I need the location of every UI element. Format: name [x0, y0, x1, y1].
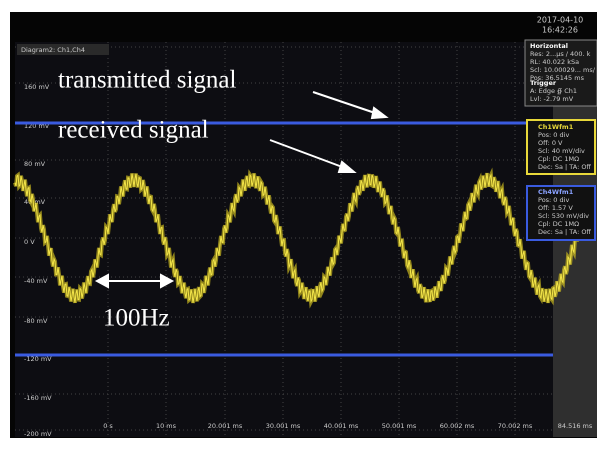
x-label: 60.002 ms [440, 422, 475, 430]
panel-line: Off: 1.57 V [538, 204, 573, 212]
y-label: -160 mV [24, 394, 52, 402]
panel-title: Horizontal [530, 42, 568, 50]
panel-line: Scl: 10.00029... ms/ [530, 66, 596, 74]
y-label: -80 mV [24, 317, 48, 325]
panel-line: Dec: Sa | TA: Off [538, 228, 591, 236]
diagram-label: Diagram2: Ch1,Ch4 [21, 46, 85, 54]
panel-line: A: Edge ∯ Ch1 [530, 87, 577, 95]
x-label: 0 s [103, 422, 113, 430]
annotation: 100Hz [103, 305, 170, 332]
x-label: 70.002 ms [498, 422, 533, 430]
panel-title: Trigger [530, 79, 557, 87]
panel-line: Lvl: -2.79 mV [530, 95, 574, 103]
x-label: 40.001 ms [324, 422, 359, 430]
panel-line: Pos: 0 div [538, 131, 569, 139]
panel-line: Scl: 40 mV/div [538, 147, 585, 155]
y-label: -200 mV [24, 430, 52, 438]
scope-screen: 200 mV160 mV120 mV80 mV40 mV0 V-40 mV-80… [0, 0, 597, 453]
panel-line: Off: 0 V [538, 139, 563, 147]
panel-title: Ch4Wfm1 [538, 188, 574, 196]
x-label: 30.001 ms [266, 422, 301, 430]
panel-line: Pos: 0 div [538, 196, 569, 204]
y-label: -40 mV [24, 277, 48, 285]
date: 2017-04-10 [537, 16, 584, 25]
annotation: received signal [58, 117, 209, 144]
x-label: 20.001 ms [208, 422, 243, 430]
panel-title: Ch1Wfm1 [538, 123, 574, 131]
panel-line: Scl: 530 mV/div [538, 212, 589, 220]
panel-line: Cpl: DC 1MΩ [538, 155, 579, 163]
panel-line: Res: 2...µs / 400. k [530, 50, 591, 58]
time: 16:42:26 [542, 26, 578, 35]
annotation: transmitted signal [58, 67, 236, 94]
panel-line: Dec: Sa | TA: Off [538, 163, 591, 171]
x-label: 84.516 ms [558, 422, 593, 430]
x-label: 50.001 ms [382, 422, 417, 430]
y-label: 80 mV [24, 160, 46, 168]
x-label: 10 ms [156, 422, 177, 430]
panel-line: Cpl: DC 1MΩ [538, 220, 579, 228]
y-label: 160 mV [24, 83, 50, 91]
panel-line: RL: 40.022 kSa [530, 58, 579, 66]
y-label: 0 V [24, 238, 35, 246]
